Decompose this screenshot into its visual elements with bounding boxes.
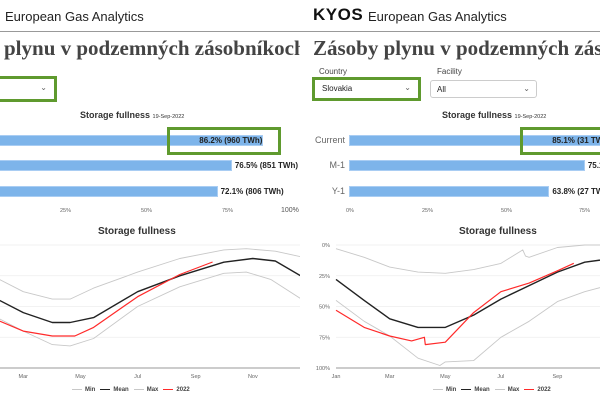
y-tick: 0% bbox=[322, 243, 330, 249]
series-line-min bbox=[0, 271, 300, 347]
bar-chart-title-text: Storage fullness bbox=[442, 110, 513, 120]
x-tick: Mar bbox=[19, 374, 29, 380]
country-select-value: Slovakia bbox=[322, 84, 353, 93]
bar-value-label: 85.1% (31 TWh) bbox=[552, 136, 600, 145]
bar-chart-date: 19-Sep-2022 bbox=[514, 114, 547, 120]
series-line-2022 bbox=[0, 261, 213, 337]
bar-category-label: Current bbox=[315, 135, 346, 145]
bar-category-label: M-1 bbox=[329, 160, 346, 170]
left-screenshot-panel: European Gas Analytics plynu v podzemnýc… bbox=[0, 9, 300, 393]
chevron-down-icon: ⌄ bbox=[404, 83, 411, 92]
facility-select[interactable]: All ⌄ bbox=[430, 80, 537, 98]
legend-item-max[interactable]: Max bbox=[494, 387, 519, 393]
bar-value-label: 63.8% (27 TWh) bbox=[552, 187, 600, 196]
line-chart: 100% 75% 50% 25% 0% Jan Mar May Jul Sep bbox=[316, 243, 600, 380]
legend-item-min[interactable]: Min bbox=[433, 387, 456, 393]
country-select[interactable]: Slovakia ⌄ bbox=[316, 80, 417, 98]
series-line-mean bbox=[0, 257, 300, 324]
x-tick: Sep bbox=[191, 374, 201, 380]
series-line-2022 bbox=[335, 262, 575, 346]
x-tick: Jul bbox=[497, 374, 504, 380]
bar bbox=[349, 186, 550, 197]
x-tick: May bbox=[75, 374, 86, 380]
legend-item-2022[interactable]: 2022 bbox=[163, 387, 190, 393]
bar bbox=[0, 135, 264, 146]
highlight-box-select bbox=[0, 76, 57, 102]
highlight-box-value bbox=[520, 127, 600, 155]
bar-chart-date: 19-Sep-2022 bbox=[152, 114, 185, 120]
bar-category-label: Y-1 bbox=[331, 186, 345, 196]
x-tick: 50% bbox=[141, 208, 153, 214]
legend: Min Mean Max 2022 bbox=[72, 387, 190, 393]
bar-chart-title-text: Storage fullness bbox=[80, 110, 151, 120]
header-divider bbox=[300, 31, 600, 32]
chevron-down-icon: ⌄ bbox=[523, 84, 530, 93]
app-brand: European Gas Analytics bbox=[5, 9, 144, 24]
legend: Min Mean Max 2022 bbox=[433, 387, 551, 393]
legend-item-2022[interactable]: 2022 bbox=[524, 387, 551, 393]
x-tick: 25% bbox=[422, 208, 434, 214]
bar bbox=[349, 135, 600, 146]
right-screenshot-panel: KYOS European Gas Analytics Zásoby plynu… bbox=[300, 0, 600, 400]
highlight-box-country bbox=[312, 77, 421, 101]
y-tick: 25% bbox=[319, 274, 330, 280]
bar bbox=[0, 186, 218, 197]
line-chart-title: Storage fullness bbox=[459, 226, 537, 237]
x-tick: Mar bbox=[385, 374, 395, 380]
page-title: Zásoby plynu v podzemných zásobníkoch bbox=[313, 36, 600, 60]
page-title: plynu v podzemných zásobníkoch bbox=[4, 36, 300, 60]
series-line-max bbox=[0, 248, 300, 300]
facility-select-value: All bbox=[437, 85, 446, 94]
chevron-down-icon: ⌄ bbox=[40, 83, 47, 92]
bar-value-label: 76.5% (851 TWh) bbox=[234, 161, 298, 170]
kyos-logo: KYOS bbox=[313, 5, 364, 24]
bar-chart-title: Storage fullness 19-Sep-2022 bbox=[80, 110, 184, 120]
y-tick: 50% bbox=[319, 305, 330, 311]
legend-item-mean[interactable]: Mean bbox=[100, 387, 129, 393]
legend-item-min[interactable]: Min bbox=[72, 387, 95, 393]
x-tick: Nov bbox=[248, 374, 258, 380]
x-tick: 0% bbox=[346, 208, 354, 214]
bar-value-label: 72.1% (806 TWh) bbox=[220, 187, 284, 196]
highlight-box-value bbox=[167, 127, 282, 155]
x-tick: Jul bbox=[134, 374, 141, 380]
bar-chart-title: Storage fullness 19-Sep-2022 bbox=[442, 110, 546, 120]
facility-label: Facility bbox=[437, 67, 462, 76]
x-tick: 75% bbox=[579, 208, 591, 214]
series-line-min bbox=[335, 287, 600, 366]
x-tick: Sep bbox=[552, 374, 562, 380]
y-tick: 75% bbox=[319, 335, 330, 341]
x-tick: 50% bbox=[501, 208, 513, 214]
line-chart-title: Storage fullness bbox=[98, 226, 176, 237]
x-tick: 25% bbox=[60, 208, 72, 214]
x-tick: May bbox=[440, 374, 451, 380]
legend-item-max[interactable]: Max bbox=[133, 387, 158, 393]
x-tick: 75% bbox=[222, 208, 234, 214]
country-select[interactable]: ⌄ bbox=[0, 80, 53, 98]
bar-value-label: 86.2% (960 TWh) bbox=[199, 136, 263, 145]
header-divider bbox=[0, 31, 300, 32]
bar bbox=[0, 160, 232, 171]
x-tick: 100% bbox=[281, 207, 299, 214]
x-tick: Jan bbox=[332, 374, 341, 380]
bar bbox=[349, 160, 585, 171]
bar-value-label: 75.1% bbox=[587, 161, 600, 170]
line-chart: Mar May Jul Sep Nov bbox=[0, 244, 300, 380]
app-brand: European Gas Analytics bbox=[368, 9, 507, 24]
y-tick: 100% bbox=[316, 366, 330, 372]
legend-item-mean[interactable]: Mean bbox=[461, 387, 490, 393]
series-line-max bbox=[335, 244, 600, 274]
series-line-mean bbox=[335, 259, 600, 329]
country-label: Country bbox=[319, 67, 348, 76]
